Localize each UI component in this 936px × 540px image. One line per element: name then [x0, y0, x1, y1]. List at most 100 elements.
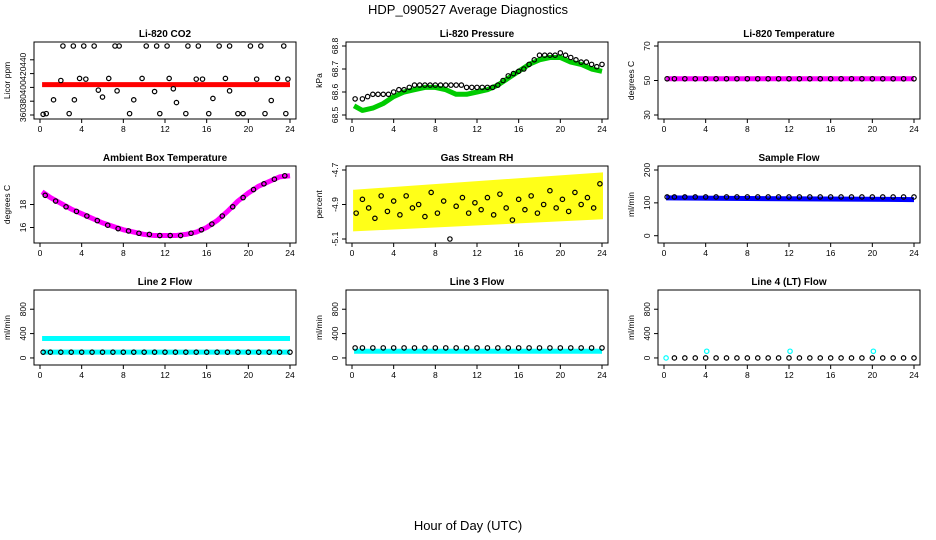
data-point	[99, 94, 106, 100]
panel-title: Ambient Box Temperature	[103, 153, 228, 164]
data-point	[870, 348, 877, 355]
y-tick-label: 0	[642, 355, 652, 360]
data-point	[384, 208, 391, 215]
data-point	[105, 75, 112, 82]
x-tick-label: 8	[433, 370, 438, 380]
data-point	[453, 203, 459, 210]
data-point	[459, 194, 466, 201]
y-tick-label: 380	[18, 94, 28, 108]
x-tick-label: 4	[79, 370, 84, 380]
data-point	[702, 194, 709, 200]
x-tick-label: 24	[285, 124, 295, 134]
data-point	[713, 75, 719, 82]
data-point	[209, 221, 215, 227]
data-point	[172, 349, 179, 355]
x-tick-label: 0	[350, 370, 355, 380]
data-point	[510, 70, 517, 77]
y-tick-label: 400	[330, 326, 340, 340]
x-tick-label: 16	[514, 124, 524, 134]
data-point	[890, 194, 896, 200]
x-tick-label: 8	[121, 124, 126, 134]
x-tick-label: 12	[160, 370, 170, 380]
data-point	[495, 82, 501, 88]
data-point	[478, 206, 484, 213]
data-point	[775, 75, 782, 82]
data-point	[557, 345, 564, 351]
data-point	[126, 110, 133, 117]
data-point	[787, 348, 793, 355]
data-point	[848, 75, 855, 82]
data-point	[827, 194, 834, 200]
data-point	[599, 61, 605, 68]
data-point	[281, 172, 288, 179]
data-point	[139, 75, 145, 82]
data-point	[73, 208, 80, 215]
data-point	[859, 75, 865, 82]
data-point	[91, 43, 97, 49]
x-tick-label: 20	[556, 248, 566, 258]
data-point	[505, 73, 512, 79]
y-tick-label: 0	[642, 233, 652, 238]
panel-p7: Line 2 Flow ml/min 0 4 8 12 16 20 24 0 400 800	[2, 277, 297, 380]
data-point	[143, 43, 150, 49]
data-point	[447, 236, 453, 242]
data-point	[432, 82, 439, 88]
y-tick-label: 800	[18, 302, 28, 316]
x-tick-label: 12	[472, 124, 482, 134]
y-tick-label: -5.1	[330, 231, 340, 246]
data-point	[786, 75, 792, 82]
data-point	[584, 194, 591, 201]
data-point	[70, 43, 77, 49]
data-point	[453, 345, 459, 351]
data-point	[663, 355, 669, 361]
data-point	[156, 232, 163, 239]
x-tick-label: 24	[285, 248, 295, 258]
data-point	[734, 194, 740, 200]
data-point	[474, 345, 480, 351]
data-point	[453, 82, 459, 88]
data-point	[283, 110, 289, 117]
data-point	[120, 349, 127, 355]
data-point	[193, 76, 200, 82]
data-point	[515, 68, 522, 75]
data-point	[859, 355, 865, 361]
data-point	[682, 75, 688, 82]
data-point	[869, 355, 876, 361]
y-axis-label: degrees C	[626, 61, 636, 100]
y-tick-label: 0	[330, 355, 340, 360]
data-point	[40, 349, 46, 355]
data-point	[468, 84, 475, 91]
data-point	[442, 82, 449, 88]
data-point	[166, 75, 172, 82]
data-point	[80, 43, 87, 49]
panel-p9: Line 4 (LT) Flow ml/min 0 4 8 12 16 20 24 0 400 800	[626, 277, 921, 380]
data-point	[58, 77, 64, 84]
data-point	[463, 345, 470, 351]
data-point	[245, 349, 252, 355]
x-tick-label: 8	[121, 370, 126, 380]
data-point	[796, 355, 803, 361]
data-point	[235, 110, 241, 117]
data-point	[258, 43, 264, 49]
y-tick-label: -4.9	[330, 197, 340, 212]
data-point	[565, 208, 572, 215]
data-point	[497, 191, 503, 197]
data-point	[702, 75, 709, 82]
x-tick-label: 0	[662, 248, 667, 258]
data-point	[713, 194, 719, 200]
data-point	[578, 59, 584, 65]
data-point	[47, 349, 54, 355]
y-axis-label: ml/min	[314, 315, 324, 340]
data-point	[848, 194, 855, 200]
y-tick-label: 360	[18, 108, 28, 122]
panel-frame	[33, 41, 297, 120]
data-point	[214, 349, 220, 355]
data-point	[432, 345, 439, 351]
data-point	[68, 349, 75, 355]
x-tick-label: 0	[350, 248, 355, 258]
panel-frame	[657, 165, 921, 244]
data-point	[588, 345, 595, 351]
data-point	[744, 194, 751, 200]
